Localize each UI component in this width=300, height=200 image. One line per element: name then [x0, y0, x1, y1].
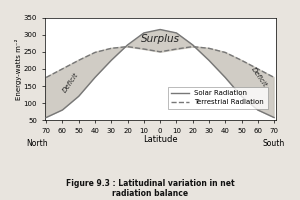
Text: Figure 9.3 : Latitudinal variation in net
radiation balance: Figure 9.3 : Latitudinal variation in ne… — [66, 179, 234, 198]
Solar Radiation — [44, 116, 48, 119]
Terrestrial Radiation — [207, 47, 211, 50]
Solar Radiation — [61, 109, 64, 111]
Solar Radiation — [256, 109, 260, 111]
Terrestrial Radiation — [256, 68, 260, 70]
Text: Surplus: Surplus — [141, 34, 180, 44]
Legend: Solar Radiation, Terrestrial Radiation: Solar Radiation, Terrestrial Radiation — [168, 87, 268, 109]
Terrestrial Radiation — [272, 76, 276, 79]
Text: South: South — [263, 139, 285, 148]
X-axis label: Latitude: Latitude — [143, 135, 177, 144]
Terrestrial Radiation — [240, 59, 243, 62]
Text: North: North — [26, 139, 48, 148]
Terrestrial Radiation — [142, 48, 146, 50]
Terrestrial Radiation — [44, 76, 48, 79]
Terrestrial Radiation — [126, 45, 129, 48]
Terrestrial Radiation — [158, 51, 162, 53]
Terrestrial Radiation — [61, 68, 64, 70]
Solar Radiation — [207, 59, 211, 62]
Terrestrial Radiation — [77, 59, 80, 62]
Solar Radiation — [158, 28, 162, 31]
Solar Radiation — [175, 32, 178, 34]
Terrestrial Radiation — [224, 51, 227, 54]
Solar Radiation — [224, 76, 227, 79]
Solar Radiation — [191, 44, 194, 46]
Y-axis label: Energy-watts m⁻²: Energy-watts m⁻² — [15, 38, 22, 100]
Solar Radiation — [93, 76, 97, 79]
Terrestrial Radiation — [110, 47, 113, 50]
Solar Radiation — [77, 95, 80, 97]
Solar Radiation — [142, 32, 146, 34]
Line: Solar Radiation: Solar Radiation — [46, 29, 274, 118]
Text: Deficit: Deficit — [61, 72, 80, 94]
Terrestrial Radiation — [93, 51, 97, 54]
Terrestrial Radiation — [191, 45, 194, 48]
Line: Terrestrial Radiation: Terrestrial Radiation — [46, 47, 274, 77]
Terrestrial Radiation — [175, 48, 178, 50]
Solar Radiation — [240, 95, 243, 97]
Solar Radiation — [126, 44, 129, 46]
Text: Deficit: Deficit — [250, 66, 268, 88]
Solar Radiation — [272, 116, 276, 119]
Solar Radiation — [110, 59, 113, 62]
